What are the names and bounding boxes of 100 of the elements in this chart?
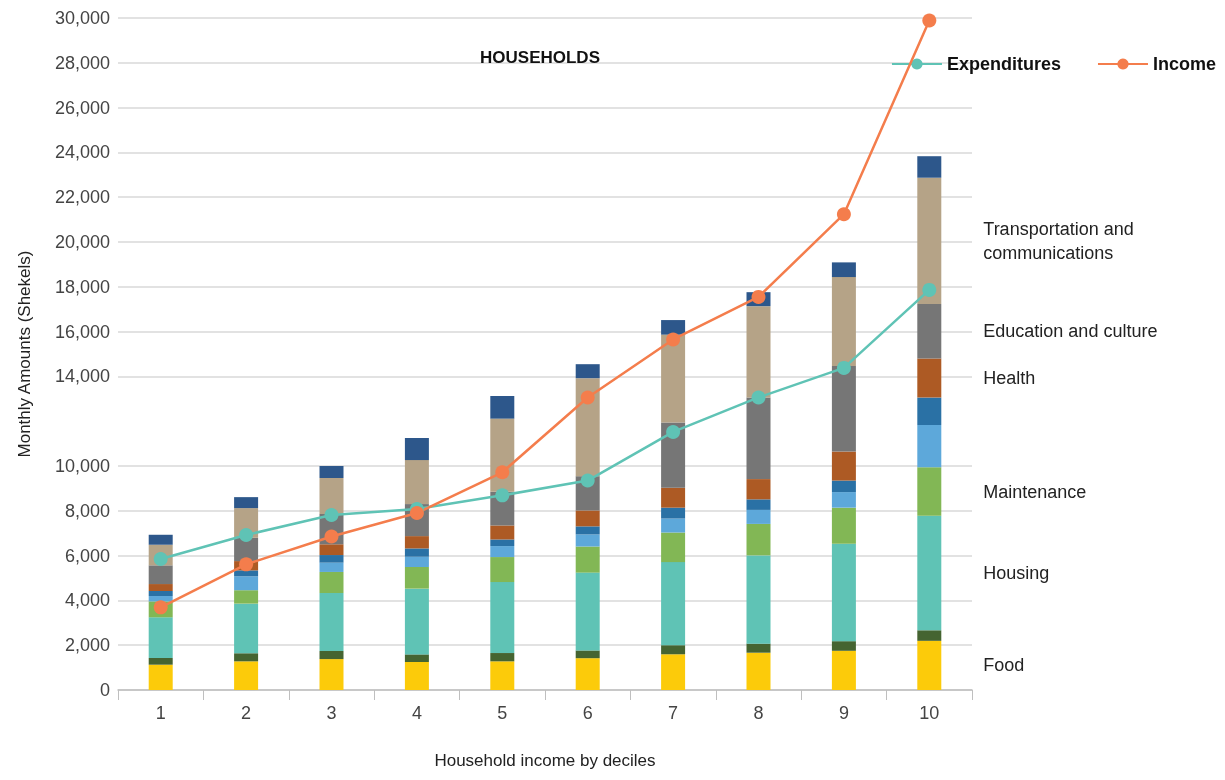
y-tick-label: 6,000 (64, 545, 110, 566)
bar (831, 262, 856, 278)
bar (917, 425, 942, 468)
bar (234, 661, 259, 690)
point (751, 390, 766, 405)
bar (575, 526, 600, 535)
bar (746, 652, 771, 690)
bar (575, 510, 600, 527)
bar (319, 651, 344, 660)
text: HOUSEHOLDS (480, 48, 600, 67)
bar (148, 617, 173, 658)
y-tick-label: 2,000 (64, 635, 110, 656)
point (324, 508, 339, 523)
bar (661, 507, 686, 519)
y-tick-label: 22,000 (54, 187, 110, 208)
bar (575, 572, 600, 651)
y-tick-label: 20,000 (54, 232, 110, 252)
bar (746, 306, 771, 398)
bar (746, 523, 771, 556)
bar (831, 480, 856, 493)
point (666, 424, 681, 439)
bar (661, 562, 686, 646)
bar (148, 584, 173, 591)
bar (917, 640, 942, 690)
bar (575, 364, 600, 379)
bar (661, 334, 686, 423)
bar (746, 499, 771, 510)
y-tick-label: 18,000 (54, 276, 110, 297)
text: Housing (983, 563, 1050, 584)
bar (319, 555, 344, 563)
y-tick-label: 26,000 (54, 97, 110, 118)
x-axis-title: Household income by deciles (434, 751, 656, 770)
x-tick-label: 4 (411, 703, 422, 723)
bar (404, 662, 429, 690)
x-tick-label: 5 (497, 703, 508, 723)
legend-label: Income (1152, 54, 1217, 74)
point (751, 289, 766, 304)
bar (831, 365, 856, 452)
bar (831, 543, 856, 642)
bar (746, 509, 771, 524)
bar (404, 556, 429, 568)
y-axis-title: Monthly Amounts (Shekels) (15, 250, 34, 458)
bar (490, 557, 515, 583)
bar (404, 654, 429, 662)
point (666, 332, 681, 347)
bar (404, 588, 429, 655)
bar (661, 487, 686, 508)
x-tick-label: 3 (326, 703, 337, 723)
bar (234, 653, 259, 662)
bar (490, 539, 515, 547)
bar (661, 645, 686, 655)
bar (661, 518, 686, 533)
point (922, 282, 937, 297)
bar (404, 548, 429, 557)
bar (661, 532, 686, 563)
point (836, 360, 851, 375)
bar (831, 492, 856, 508)
y-tick-label: 28,000 (54, 52, 110, 73)
x-tick-label: 8 (753, 703, 764, 723)
bar (404, 536, 429, 549)
bar (148, 565, 173, 585)
x-tick-label: 9 (838, 703, 849, 723)
bar (661, 654, 686, 690)
bar (746, 479, 771, 500)
bar (404, 567, 429, 589)
x-tick-label: 6 (582, 703, 593, 723)
y-tick-label: 16,000 (54, 321, 110, 342)
bar (148, 590, 173, 597)
point (239, 528, 254, 542)
x-tick-label: 7 (668, 703, 679, 723)
bar (490, 653, 515, 662)
bar (234, 590, 259, 604)
bar (917, 515, 942, 631)
text: Food (983, 655, 1025, 676)
bar (490, 396, 515, 419)
bar (319, 477, 344, 514)
bar (490, 525, 515, 540)
text: Maintenance (983, 481, 1087, 502)
x-tick-label: 2 (241, 703, 252, 723)
y-tick-label: 24,000 (54, 142, 110, 163)
bar (831, 451, 856, 481)
bar (319, 593, 344, 652)
point (580, 390, 595, 405)
bar (490, 546, 515, 558)
bar (746, 555, 771, 644)
text: Health (983, 368, 1036, 389)
bar (917, 303, 942, 359)
bar (575, 546, 600, 573)
bar (831, 507, 856, 544)
bar (404, 438, 429, 461)
bar (831, 641, 856, 651)
y-tick-label: 30,000 (54, 8, 110, 28)
y-tick-label: 8,000 (64, 500, 110, 521)
bar (490, 661, 515, 690)
point (580, 473, 595, 488)
bar (575, 650, 600, 659)
bar (404, 460, 429, 505)
bar (575, 378, 600, 477)
bar (234, 576, 259, 591)
bar (490, 582, 515, 654)
